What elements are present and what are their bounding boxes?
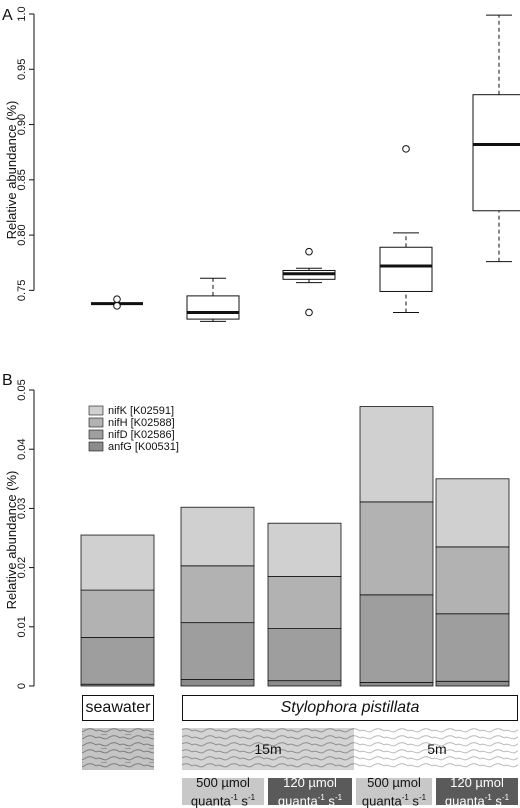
- bar-segment: [80, 534, 155, 591]
- boxplot-box: [379, 145, 433, 313]
- legend-swatch: [88, 405, 104, 416]
- panel-a-tick-label: 0.95: [16, 59, 28, 80]
- bar-segment: [180, 679, 255, 687]
- panel-b-tick-label: 0.05: [16, 379, 28, 400]
- boxplot-box: [472, 14, 520, 263]
- legend-item: nifD [K02586]: [88, 429, 175, 441]
- depth-15m-label: 15m: [254, 741, 281, 757]
- bar-segment: [435, 478, 510, 548]
- outlier-point: [402, 145, 410, 153]
- panel-a-label: A: [2, 7, 13, 24]
- bar-segment: [435, 546, 510, 615]
- bar-segment: [267, 576, 342, 629]
- boxplot-box: [91, 295, 143, 310]
- panel-b-barchart: 0 0.01 0.02 0.03 0.04 0.05 Relative abundance…: [4, 379, 510, 689]
- light-label-amount: 120 µmol: [283, 774, 337, 790]
- panel-a-tick-label: 0.85: [16, 169, 28, 190]
- species-label: Stylophora pistillata: [280, 699, 420, 716]
- light-label-amount: 500 µmol: [367, 774, 421, 790]
- species-label-box: Stylophora pistillata: [182, 695, 518, 721]
- panel-b-tick-label: 0.01: [16, 616, 28, 637]
- outlier-point: [305, 247, 313, 256]
- bar-segment: [359, 594, 434, 683]
- panel-b-y-axis-label: Relative abundance (%): [4, 471, 19, 610]
- iqr-box: [379, 246, 433, 292]
- bar-segment: [180, 506, 255, 567]
- outlier-point: [113, 302, 121, 310]
- panel-a-boxplot: 0.75 0.80 0.85 0.90 0.95 1.0 Relative abundan…: [4, 6, 520, 322]
- boxplot-box: [186, 277, 240, 322]
- bar-segment: [80, 589, 155, 638]
- legend-swatch: [88, 441, 104, 452]
- light-label-15m-500: 500 µmol quanta-1 s-1: [182, 774, 264, 808]
- light-label-5m-500: 500 µmol quanta-1 s-1: [356, 774, 432, 808]
- panel-b-y-axis: 0 0.01 0.02 0.03 0.04 0.05: [16, 379, 35, 689]
- seawater-label-box: seawater: [82, 695, 154, 721]
- bar-segment: [359, 501, 434, 596]
- bar-segment: [267, 522, 342, 577]
- boxplot-box: [282, 247, 336, 317]
- panel-b-bars: [80, 406, 510, 687]
- panel-a-y-axis-label: Relative abundance (%): [4, 101, 19, 240]
- bar-segment: [359, 682, 434, 687]
- panel-b-label: B: [2, 372, 13, 389]
- panel-b-tick-label: 0: [16, 683, 28, 689]
- bar-segment: [180, 565, 255, 624]
- panel-b-tick-label: 0.04: [16, 438, 28, 459]
- iqr-box: [472, 94, 520, 212]
- legend-swatch: [88, 417, 104, 428]
- bar-segment: [359, 406, 434, 503]
- panel-a-y-axis: 0.75 0.80 0.85 0.90 0.95 1.0: [16, 6, 35, 301]
- panel-a-tick-label: 0.80: [16, 224, 28, 245]
- legend-label: anfG [K00531]: [108, 441, 179, 453]
- legend-label: nifK [K02591]: [108, 405, 174, 417]
- light-label-amount: 120 µmol: [450, 774, 504, 790]
- depth-5m-label: 5m: [427, 741, 446, 757]
- panel-b-legend: nifK [K02591]nifH [K02588]nifD [K02586]a…: [88, 405, 179, 453]
- bar-segment: [80, 637, 155, 685]
- depth-5m-texture: [354, 728, 518, 770]
- legend-item: anfG [K00531]: [88, 441, 179, 453]
- legend-label: nifH [K02588]: [108, 417, 175, 429]
- legend-item: nifH [K02588]: [88, 417, 175, 429]
- panel-a-tick-label: 0.90: [16, 114, 28, 135]
- bar-segment: [435, 613, 510, 682]
- outlier-point: [305, 308, 313, 317]
- depth-15m-texture: [182, 728, 354, 770]
- bar-segment: [435, 680, 510, 687]
- panel-a-tick-label: 1.0: [16, 6, 28, 21]
- legend-item: nifK [K02591]: [88, 405, 174, 417]
- panel-b-tick-label: 0.03: [16, 498, 28, 519]
- iqr-box: [186, 295, 240, 320]
- light-label-units: quanta-1 s-1: [444, 792, 510, 808]
- seawater-label: seawater: [85, 699, 151, 716]
- legend-swatch: [88, 429, 104, 440]
- panel-b-tick-label: 0.02: [16, 557, 28, 578]
- panel-a-boxes: [91, 14, 520, 322]
- light-label-amount: 500 µmol: [196, 774, 250, 790]
- light-label-units: quanta-1 s-1: [361, 792, 427, 808]
- light-label-15m-120: 120 µmol quanta-1 s-1: [268, 774, 352, 808]
- light-label-5m-120: 120 µmol quanta-1 s-1: [436, 774, 518, 808]
- panel-a-tick-label: 0.75: [16, 280, 28, 301]
- outlier-point: [113, 295, 121, 304]
- legend-label: nifD [K02586]: [108, 429, 175, 441]
- seawater-texture: [82, 728, 154, 770]
- light-label-units: quanta-1 s-1: [190, 792, 256, 808]
- bar-segment: [180, 622, 255, 680]
- bar-segment: [267, 680, 342, 687]
- bar-segment: [267, 628, 342, 682]
- light-label-units: quanta-1 s-1: [277, 792, 343, 808]
